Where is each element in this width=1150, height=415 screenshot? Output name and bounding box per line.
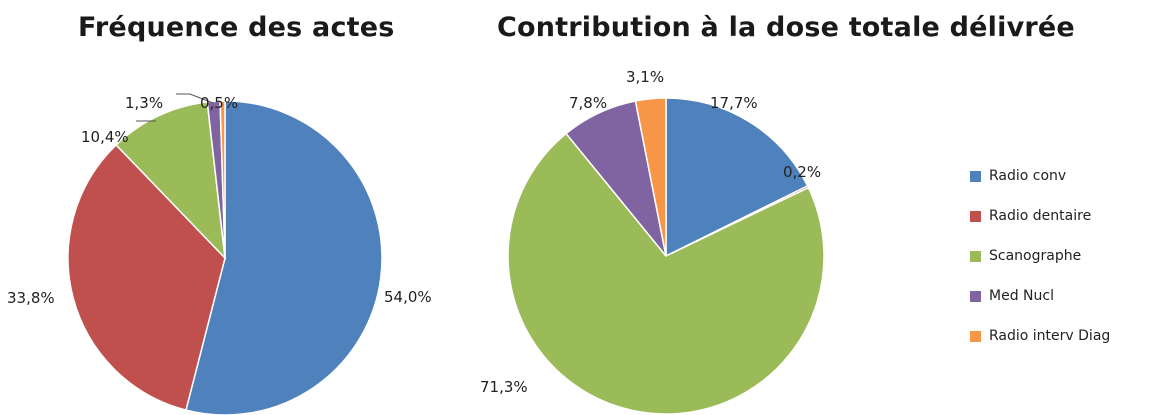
legend-swatch: [970, 210, 981, 222]
slice-label-radio-interv-diag: 0,5%: [200, 94, 238, 112]
slice-label-radio-conv: 54,0%: [384, 288, 432, 306]
legend-swatch: [970, 290, 981, 302]
chart-title-contribution: Contribution à la dose totale délivrée: [497, 12, 1075, 43]
pie-slice-radio-interv-diag: [219, 100, 226, 259]
legend-label: Radio conv: [989, 168, 1067, 184]
slice-label-med-nucl: 1,3%: [125, 94, 163, 112]
pie-slice-radio-interv-diag: [634, 97, 667, 257]
legend-item-med-nucl: Med Nucl: [970, 286, 1110, 306]
pie-slice-radio-dentaire: [67, 143, 226, 411]
legend-label: Radio interv Diag: [989, 328, 1111, 344]
legend-item-scanographe: Scanographe: [970, 246, 1110, 266]
legend-label: Med Nucl: [989, 288, 1054, 304]
pie-slice-radio-conv: [665, 97, 809, 258]
pie-slice-scanographe: [507, 132, 825, 415]
slice-label-scanographe: 71,3%: [480, 378, 528, 396]
slice-label-radio-dentaire: 0,2%: [783, 163, 821, 181]
legend-swatch: [970, 250, 981, 262]
slice-label-radio-dentaire: 33,8%: [7, 289, 55, 307]
slice-label-med-nucl: 7,8%: [569, 94, 607, 112]
pie-contribution: 17,7% 0,2% 71,3% 7,8% 3,1%: [480, 68, 825, 415]
slice-label-scanographe: 10,4%: [81, 128, 129, 146]
chart-title-frequence: Fréquence des actes: [78, 12, 395, 43]
slice-label-radio-interv-diag: 3,1%: [626, 68, 664, 86]
pie-slice-radio-conv: [185, 100, 383, 415]
slice-label-radio-conv: 17,7%: [710, 94, 758, 112]
legend-swatch: [970, 170, 981, 182]
legend-item-radio-dentaire: Radio dentaire: [970, 206, 1110, 226]
legend-item-radio-conv: Radio conv: [970, 166, 1110, 186]
legend: Radio conv Radio dentaire Scanographe Me…: [970, 166, 1110, 366]
legend-swatch: [970, 330, 981, 342]
legend-label: Radio dentaire: [989, 208, 1092, 224]
pie-slice-scanographe: [115, 101, 226, 261]
pie-frequence: 54,0% 33,8% 10,4% 1,3% 0,5%: [7, 93, 432, 415]
legend-item-radio-interv-diag: Radio interv Diag: [970, 326, 1110, 346]
legend-label: Scanographe: [989, 248, 1082, 264]
leader-line: [176, 93, 214, 104]
